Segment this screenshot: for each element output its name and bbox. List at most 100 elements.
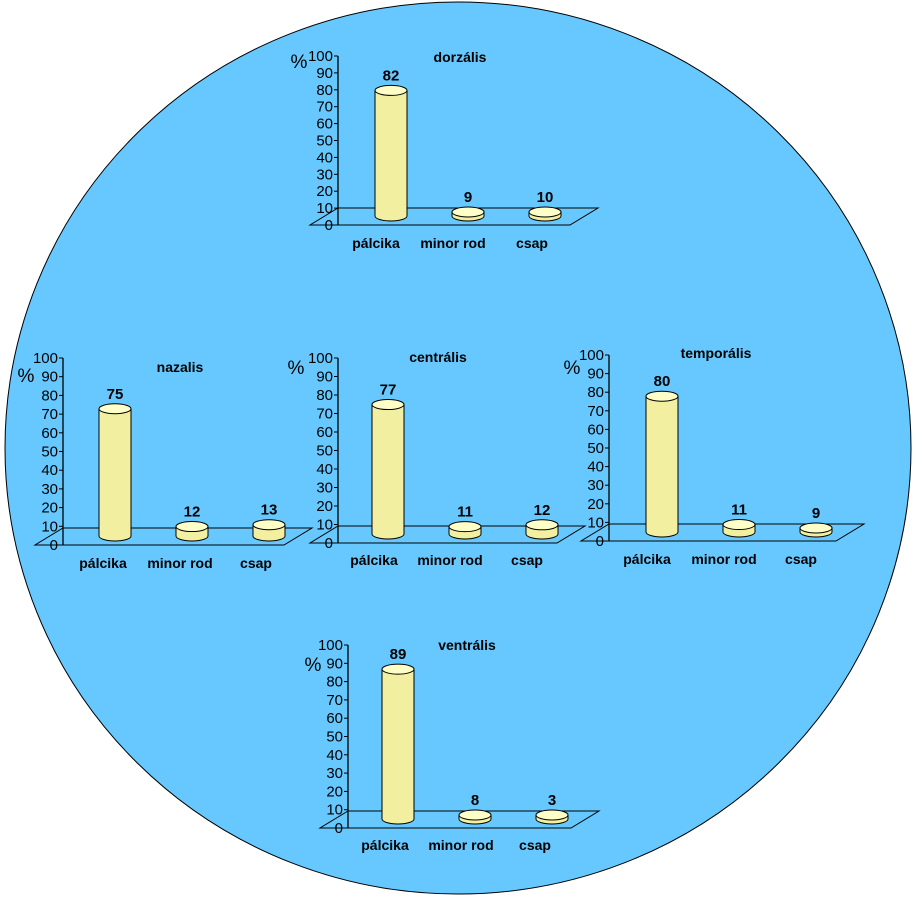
y-tick-label: 90 [316, 369, 333, 386]
category-label: minor rod [691, 551, 756, 567]
y-tick-label: 100 [308, 48, 333, 65]
y-tick-label: 10 [587, 514, 604, 531]
y-tick-label: 90 [316, 65, 333, 82]
y-tick-label: 40 [316, 461, 333, 478]
category-label: csap [511, 552, 543, 568]
y-tick-label: 80 [326, 674, 343, 691]
bar-top [528, 206, 562, 218]
y-tick-label: 20 [587, 496, 604, 513]
y-tick-label: 60 [316, 424, 333, 441]
value-label: 12 [534, 502, 551, 519]
y-tick-label: 100 [33, 350, 58, 367]
y-tick-label: 80 [316, 387, 333, 404]
y-tick-label: 100 [318, 637, 343, 654]
value-label: 80 [654, 373, 671, 390]
value-label: 13 [261, 502, 278, 519]
chart-floor [308, 525, 587, 544]
chart-title: ventrális [438, 637, 496, 653]
y-tick-label: 40 [326, 747, 343, 764]
value-label: 11 [731, 502, 747, 519]
value-label: 89 [390, 646, 407, 663]
bar [98, 403, 132, 542]
y-tick-label: 80 [41, 387, 58, 404]
value-label: 3 [548, 792, 556, 809]
y-tick-label: 0 [325, 217, 333, 234]
bar-body [645, 395, 679, 538]
chart-title: temporális [681, 345, 752, 361]
y-tick-label: 40 [587, 459, 604, 476]
bar-top [381, 663, 415, 675]
y-axis-label: % [291, 52, 308, 73]
y-tick-label: 10 [316, 517, 333, 534]
bar [528, 206, 562, 222]
value-label: 77 [380, 382, 397, 399]
category-label: pálcika [79, 555, 127, 571]
bar [645, 390, 679, 538]
bar [458, 809, 492, 825]
y-tick-label: 0 [325, 535, 333, 552]
y-tick-label: 90 [41, 369, 58, 386]
bar-top [458, 809, 492, 821]
bar [374, 84, 408, 222]
value-label: 9 [464, 189, 472, 206]
y-tick-label: 30 [587, 477, 604, 494]
y-tick-label: 30 [316, 166, 333, 183]
bar [175, 521, 209, 542]
bar [722, 519, 756, 538]
y-tick-label: 10 [316, 200, 333, 217]
y-axis-label: % [18, 366, 35, 387]
y-tick-label: 60 [587, 421, 604, 438]
category-label: csap [785, 551, 817, 567]
y-tick-label: 70 [316, 99, 333, 116]
y-tick-label: 30 [316, 480, 333, 497]
y-tick-label: 50 [587, 440, 604, 457]
y-tick-label: 0 [50, 537, 58, 554]
y-tick-label: 40 [41, 462, 58, 479]
y-tick-label: 50 [316, 133, 333, 150]
category-label: pálcika [352, 235, 400, 251]
y-tick-label: 60 [316, 116, 333, 133]
y-tick-label: 50 [41, 444, 58, 461]
value-label: 8 [471, 792, 479, 809]
bar-top [448, 521, 482, 533]
category-label: pálcika [361, 837, 409, 853]
bar-top [371, 399, 405, 411]
bar-top [374, 84, 408, 96]
value-label: 11 [457, 504, 473, 521]
category-label: minor rod [147, 555, 212, 571]
chart-floor [33, 527, 314, 546]
bar [371, 399, 405, 540]
bar [252, 519, 286, 542]
y-axis-label: % [288, 358, 305, 379]
bar [451, 206, 485, 222]
category-label: pálcika [350, 552, 398, 568]
chart-floor [308, 207, 600, 226]
value-label: 82 [383, 67, 400, 84]
y-tick-label: 90 [326, 655, 343, 672]
category-label: minor rod [417, 552, 482, 568]
bar-top [98, 403, 132, 415]
bar [448, 521, 482, 540]
category-label: csap [240, 555, 272, 571]
y-tick-label: 70 [41, 406, 58, 423]
bar-top [175, 521, 209, 533]
bar-body [371, 404, 405, 540]
bar-top [722, 519, 756, 531]
bar-top [535, 809, 569, 821]
chart-floor [318, 810, 601, 829]
chart-title: centrális [409, 349, 467, 365]
value-label: 12 [184, 504, 201, 521]
value-label: 10 [537, 189, 554, 206]
y-tick-label: 30 [326, 765, 343, 782]
bar [381, 663, 415, 825]
y-tick-label: 50 [316, 443, 333, 460]
category-label: csap [519, 837, 551, 853]
bar-body [374, 89, 408, 222]
chart-title: dorzális [434, 49, 487, 65]
category-label: minor rod [428, 837, 493, 853]
bar-top [451, 206, 485, 218]
category-label: pálcika [623, 551, 671, 567]
